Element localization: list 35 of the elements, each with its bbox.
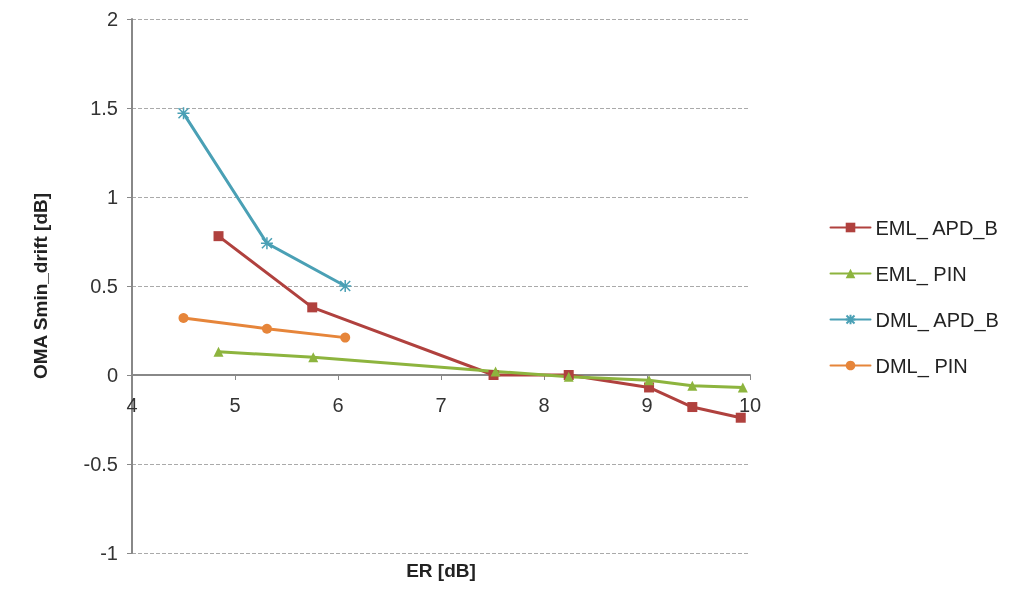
y-tick-label: 2	[106, 8, 118, 30]
x-tick-label: 9	[641, 394, 653, 416]
point	[687, 380, 698, 391]
point	[687, 402, 698, 413]
point	[490, 366, 501, 377]
point	[338, 279, 352, 293]
legend-label: DML_ APD_B	[875, 308, 999, 332]
point	[735, 412, 746, 423]
y-tick-label: 0.5	[90, 275, 118, 297]
point	[260, 236, 274, 251]
point	[176, 106, 191, 121]
x-tick-label: 5	[229, 394, 241, 416]
y-axis-title: OMA Smin_drift [dB]	[30, 192, 51, 380]
legend-label: EML_ PIN	[875, 262, 967, 286]
point	[178, 313, 189, 324]
y-tick-label: 1.5	[90, 97, 118, 119]
x-tick-label: 7	[435, 394, 447, 416]
point	[644, 375, 655, 386]
point	[308, 352, 319, 363]
point	[340, 332, 351, 343]
y-tick-label: -0.5	[83, 453, 118, 475]
y-tick-label: 1	[106, 186, 118, 208]
point	[213, 231, 224, 242]
legend-label: DML_ PIN	[875, 354, 968, 378]
y-tick-label: -1	[100, 542, 118, 564]
x-tick-label: 6	[332, 394, 344, 416]
x-tick-label: 10	[738, 394, 762, 416]
x-axis-title: ER [dB]	[406, 560, 476, 581]
point	[213, 346, 224, 357]
point	[261, 323, 272, 334]
legend-label: EML_ APD_B	[875, 216, 998, 240]
y-tick-label: 0	[106, 364, 118, 386]
point	[307, 302, 318, 313]
point	[737, 382, 748, 393]
x-tick-label: 8	[538, 394, 550, 416]
